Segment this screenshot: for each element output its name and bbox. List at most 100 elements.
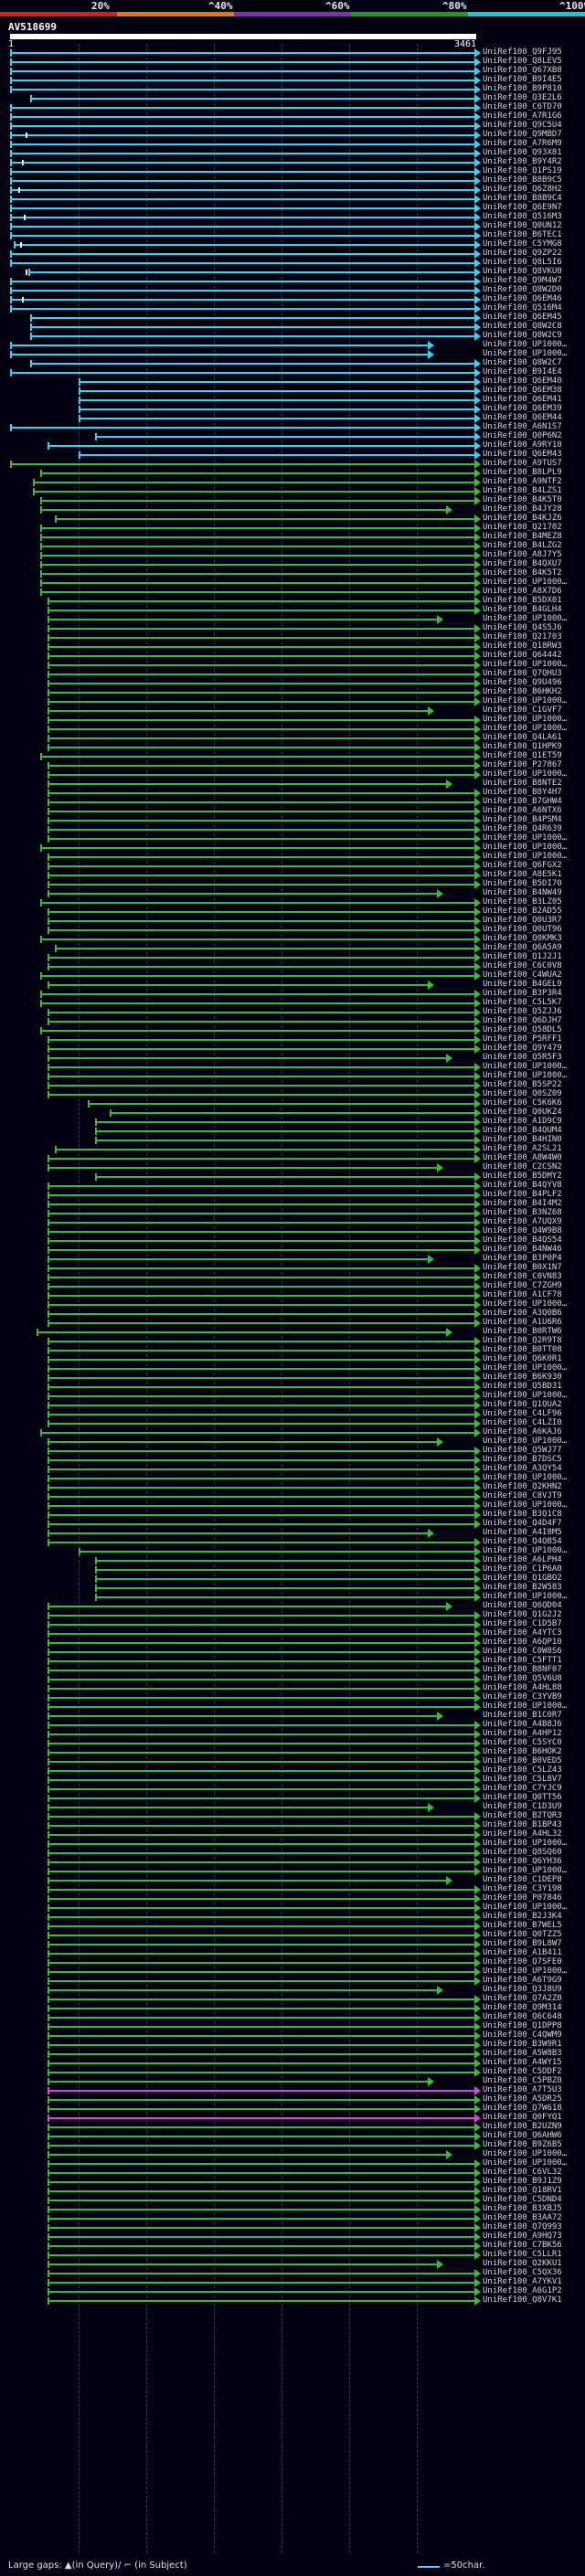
- hit-label[interactable]: UniRef100_UP1000…: [483, 1363, 568, 1373]
- hit-label[interactable]: UniRef100_B2AD55: [483, 906, 562, 916]
- hit-label[interactable]: UniRef100_P5RFF1: [483, 1034, 562, 1044]
- hit-label[interactable]: UniRef100_B2J3K4: [483, 1912, 562, 1921]
- hit-alignment-bar[interactable]: [48, 2136, 476, 2137]
- hit-label[interactable]: UniRef100_C5LZ43: [483, 1765, 562, 1775]
- hit-label[interactable]: UniRef100_A6T9G9: [483, 1976, 562, 1985]
- hit-label[interactable]: UniRef100_A7YKV1: [483, 2277, 562, 2286]
- hit-alignment-bar[interactable]: [48, 1423, 476, 1425]
- hit-alignment-bar[interactable]: [48, 1633, 476, 1635]
- hit-label[interactable]: UniRef100_Q0U3R7: [483, 916, 562, 925]
- hit-label[interactable]: UniRef100_B9L8W7: [483, 1939, 562, 1948]
- hit-alignment-bar[interactable]: [40, 756, 476, 758]
- hit-label[interactable]: UniRef100_Q8SQ60: [483, 1848, 562, 1857]
- hit-label[interactable]: UniRef100_C3Y198: [483, 1884, 562, 1893]
- hit-alignment-bar[interactable]: [30, 363, 476, 365]
- hit-label[interactable]: UniRef100_Q4LA61: [483, 733, 562, 742]
- hit-alignment-bar[interactable]: [48, 2227, 476, 2229]
- hit-alignment-bar[interactable]: [48, 1743, 476, 1744]
- hit-alignment-bar[interactable]: [48, 2245, 476, 2247]
- hit-label[interactable]: UniRef100_C5L8V7: [483, 1775, 562, 1784]
- hit-alignment-bar[interactable]: [10, 70, 476, 72]
- hit-alignment-bar[interactable]: [48, 1085, 476, 1087]
- hit-alignment-bar[interactable]: [30, 317, 476, 319]
- hit-label[interactable]: UniRef100_C5DDF2: [483, 2067, 562, 2076]
- hit-alignment-bar[interactable]: [48, 1962, 476, 1964]
- hit-label[interactable]: UniRef100_A1U6R6: [483, 1318, 562, 1327]
- hit-alignment-bar[interactable]: [48, 1012, 476, 1013]
- hit-alignment-bar[interactable]: [48, 1916, 476, 1918]
- hit-label[interactable]: UniRef100_Q6A5A9: [483, 943, 562, 952]
- hit-label[interactable]: UniRef100_C7BK56: [483, 2241, 562, 2250]
- hit-alignment-bar[interactable]: [48, 737, 476, 739]
- hit-alignment-bar[interactable]: [40, 1030, 476, 1032]
- hit-label[interactable]: UniRef100_UP1000…: [483, 1436, 568, 1446]
- hit-label[interactable]: UniRef100_C6TD70: [483, 102, 562, 111]
- hit-alignment-bar[interactable]: [48, 692, 476, 694]
- hit-label[interactable]: UniRef100_C6VL32: [483, 2168, 562, 2177]
- hit-alignment-bar[interactable]: [48, 600, 476, 602]
- hit-label[interactable]: UniRef100_Q4S5J6: [483, 623, 562, 632]
- hit-alignment-bar[interactable]: [28, 271, 476, 273]
- hit-label[interactable]: UniRef100_A7R6M9: [483, 139, 562, 148]
- hit-label[interactable]: UniRef100_B5DI70: [483, 879, 562, 888]
- hit-label[interactable]: UniRef100_A9HQ73: [483, 2231, 562, 2241]
- hit-alignment-bar[interactable]: [10, 143, 476, 145]
- hit-alignment-bar[interactable]: [48, 2190, 476, 2192]
- hit-alignment-bar[interactable]: [48, 1048, 476, 1050]
- hit-alignment-bar[interactable]: [48, 1459, 476, 1461]
- hit-alignment-bar[interactable]: [48, 1624, 476, 1626]
- hit-label[interactable]: UniRef100_UP1000…: [483, 614, 568, 623]
- hit-label[interactable]: UniRef100_B3P3R4: [483, 989, 562, 998]
- hit-label[interactable]: UniRef100_Q21703: [483, 632, 562, 641]
- hit-alignment-bar[interactable]: [40, 573, 476, 575]
- hit-label[interactable]: UniRef100_UP1000…: [483, 1546, 568, 1555]
- hit-label[interactable]: UniRef100_Q8W2C9: [483, 331, 562, 340]
- hit-label[interactable]: UniRef100_C5PBZ0: [483, 2076, 562, 2085]
- hit-label[interactable]: UniRef100_Q1HPK9: [483, 742, 562, 751]
- hit-alignment-bar[interactable]: [48, 2181, 476, 2183]
- hit-alignment-bar[interactable]: [79, 454, 476, 456]
- hit-alignment-bar[interactable]: [33, 482, 476, 483]
- hit-alignment-bar[interactable]: [48, 1998, 476, 2000]
- hit-label[interactable]: UniRef100_C0VN83: [483, 1272, 562, 1281]
- hit-label[interactable]: UniRef100_Q0UKZ4: [483, 1108, 562, 1117]
- hit-label[interactable]: UniRef100_B0TT08: [483, 1345, 562, 1354]
- hit-alignment-bar[interactable]: [10, 463, 476, 465]
- hit-alignment-bar[interactable]: [48, 2108, 476, 2110]
- hit-label[interactable]: UniRef100_A8W4W0: [483, 1153, 562, 1162]
- hit-alignment-bar[interactable]: [48, 2236, 476, 2238]
- hit-label[interactable]: UniRef100_C5FTT1: [483, 1656, 562, 1665]
- hit-label[interactable]: UniRef100_A3QY54: [483, 1464, 562, 1473]
- hit-label[interactable]: UniRef100_C2CSN2: [483, 1162, 562, 1171]
- hit-alignment-bar[interactable]: [48, 610, 476, 611]
- hit-alignment-bar[interactable]: [10, 235, 476, 237]
- hit-label[interactable]: UniRef100_A2SL21: [483, 1144, 562, 1153]
- hit-label[interactable]: UniRef100_B8NF07: [483, 1665, 562, 1674]
- hit-label[interactable]: UniRef100_UP1000…: [483, 660, 568, 669]
- hit-alignment-bar[interactable]: [10, 372, 476, 374]
- hit-label[interactable]: UniRef100_A9RY10: [483, 440, 562, 450]
- hit-label[interactable]: UniRef100_A7UQX9: [483, 1217, 562, 1226]
- hit-label[interactable]: UniRef100_Q9ZP22: [483, 249, 562, 258]
- hit-alignment-bar[interactable]: [40, 591, 476, 593]
- hit-label[interactable]: UniRef100_A4I8M5: [483, 1528, 562, 1537]
- hit-label[interactable]: UniRef100_B4I4M2: [483, 1199, 562, 1208]
- hit-alignment-bar[interactable]: [10, 262, 476, 264]
- hit-label[interactable]: UniRef100_UP1000…: [483, 1062, 568, 1071]
- hit-alignment-bar[interactable]: [48, 1935, 476, 1936]
- hit-label[interactable]: UniRef100_Q6EM38: [483, 386, 562, 395]
- hit-label[interactable]: UniRef100_UP1000…: [483, 833, 568, 843]
- hit-label[interactable]: UniRef100_Q18RW3: [483, 641, 562, 651]
- hit-alignment-bar[interactable]: [40, 847, 476, 849]
- hit-alignment-bar[interactable]: [48, 1797, 476, 1799]
- hit-alignment-bar[interactable]: [48, 811, 476, 812]
- hit-label[interactable]: UniRef100_C1DEP8: [483, 1875, 562, 1884]
- hit-alignment-bar[interactable]: [48, 1350, 476, 1352]
- hit-label[interactable]: UniRef100_Q0TT56: [483, 1793, 562, 1802]
- hit-label[interactable]: UniRef100_B4HIN0: [483, 1135, 562, 1144]
- hit-label[interactable]: UniRef100_A6QP10: [483, 1638, 562, 1647]
- hit-label[interactable]: UniRef100_A1CF78: [483, 1290, 562, 1299]
- hit-label[interactable]: UniRef100_UP1000…: [483, 578, 568, 587]
- hit-alignment-bar[interactable]: [48, 1395, 476, 1397]
- hit-alignment-bar[interactable]: [10, 354, 430, 355]
